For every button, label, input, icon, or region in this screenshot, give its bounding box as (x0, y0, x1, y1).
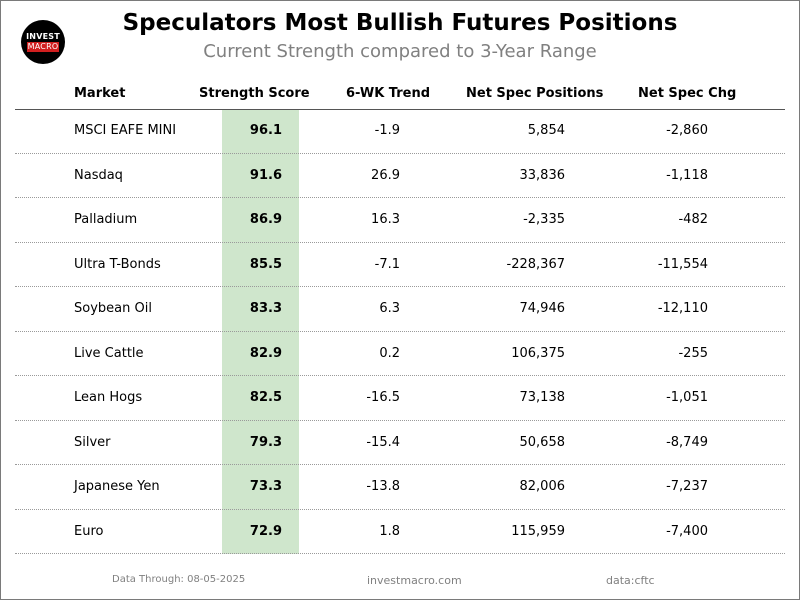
cell-net-spec-positions: -2,335 (523, 212, 565, 227)
cell-net-spec-positions: 5,854 (527, 123, 565, 138)
table-row: Live Cattle 82.9 0.2 106,375 -255 (0, 332, 800, 376)
table-row: Palladium 86.9 16.3 -2,335 -482 (0, 198, 800, 243)
cell-net-spec-positions: 50,658 (519, 434, 566, 450)
row-divider (15, 286, 785, 287)
table-row: Lean Hogs 82.5 -16.5 73,138 -1,051 (0, 376, 800, 421)
cell-market: Euro (74, 523, 104, 539)
cell-strength-score: 73.3 (249, 479, 282, 494)
header-net-spec-chg: Net Spec Chg (638, 86, 737, 101)
row-divider (15, 375, 785, 376)
row-divider (15, 330, 785, 332)
cell-strength-score: 96.1 (249, 123, 282, 138)
row-divider (15, 419, 785, 421)
header-strength-score: Strength Score (199, 86, 310, 101)
cell-market: Nasdaq (74, 167, 123, 183)
cell-net-spec-chg: -8,749 (666, 434, 708, 450)
header-rule (15, 109, 785, 110)
cell-net-spec-positions: 33,836 (519, 167, 566, 183)
cell-strength-score: 82.9 (249, 345, 282, 361)
cell-6wk-trend: 6.3 (379, 301, 400, 316)
logo-line-macro: MACRO (26, 42, 60, 52)
cell-market: Silver (74, 434, 111, 450)
cell-6wk-trend: 16.3 (371, 212, 400, 227)
cell-net-spec-positions: 82,006 (519, 479, 566, 494)
cell-net-spec-chg: -2,860 (666, 123, 708, 138)
cell-strength-score: 82.5 (249, 390, 282, 405)
header-market: Market (74, 86, 126, 101)
cell-net-spec-positions: 73,138 (519, 390, 566, 405)
cell-strength-score: 83.3 (249, 301, 282, 316)
cell-6wk-trend: 0.2 (379, 345, 400, 361)
table-row: Japanese Yen 73.3 -13.8 82,006 -7,237 (0, 465, 800, 510)
cell-strength-score: 86.9 (249, 212, 282, 227)
table-row: Nasdaq 91.6 26.9 33,836 -1,118 (0, 154, 800, 198)
row-divider (15, 241, 785, 243)
cell-strength-score: 91.6 (249, 167, 282, 183)
cell-market: Soybean Oil (74, 301, 152, 316)
cell-net-spec-chg: -1,051 (666, 390, 708, 405)
cell-6wk-trend: -13.8 (366, 479, 400, 494)
row-divider (15, 464, 785, 465)
cell-6wk-trend: -16.5 (366, 390, 400, 405)
cell-net-spec-chg: -1,118 (666, 167, 708, 183)
cell-market: Live Cattle (74, 345, 144, 361)
cell-6wk-trend: 26.9 (371, 167, 400, 183)
footer-date: Data Through: 08-05-2025 (112, 574, 246, 585)
cell-net-spec-chg: -255 (678, 345, 708, 361)
row-divider (15, 508, 785, 510)
header-6wk-trend: 6-WK Trend (346, 86, 431, 101)
chart-subtitle: Current Strength compared to 3-Year Rang… (203, 41, 597, 62)
invest-macro-logo: INVEST MACRO (21, 20, 65, 64)
cell-net-spec-chg: -12,110 (657, 301, 708, 316)
chart-title: Speculators Most Bullish Futures Positio… (122, 10, 678, 36)
cell-market: Japanese Yen (74, 479, 160, 494)
cell-net-spec-positions: 106,375 (511, 345, 565, 361)
footer-source: data:cftc (606, 574, 655, 587)
cell-market: Lean Hogs (74, 390, 143, 405)
strength-score-highlight (222, 109, 299, 554)
cell-6wk-trend: -7.1 (374, 256, 400, 272)
cell-net-spec-positions: -228,367 (506, 256, 565, 272)
table-row: Ultra T-Bonds 85.5 -7.1 -228,367 -11,554 (0, 243, 800, 287)
cell-strength-score: 85.5 (249, 256, 282, 272)
cell-market: Ultra T-Bonds (74, 256, 161, 272)
cell-market: Palladium (74, 212, 138, 227)
cell-6wk-trend: 1.8 (379, 523, 400, 539)
cell-net-spec-chg: -11,554 (657, 256, 708, 272)
table-row: Euro 72.9 1.8 115,959 -7,400 (0, 510, 800, 554)
cell-6wk-trend: -1.9 (374, 123, 400, 138)
cell-net-spec-chg: -482 (678, 212, 708, 227)
row-divider (15, 152, 785, 154)
cell-net-spec-chg: -7,400 (666, 523, 708, 539)
table-row: Silver 79.3 -15.4 50,658 -8,749 (0, 421, 800, 465)
cell-net-spec-positions: 115,959 (511, 523, 565, 539)
cell-strength-score: 79.3 (249, 434, 282, 450)
row-divider (15, 197, 785, 198)
cell-net-spec-positions: 74,946 (519, 301, 566, 316)
cell-strength-score: 72.9 (249, 523, 282, 539)
footer-site: investmacro.com (367, 574, 462, 587)
table-row: Soybean Oil 83.3 6.3 74,946 -12,110 (0, 287, 800, 332)
logo-line-invest: INVEST (26, 32, 60, 41)
cell-6wk-trend: -15.4 (366, 434, 400, 450)
cell-market: MSCI EAFE MINI (74, 123, 177, 138)
cell-net-spec-chg: -7,237 (666, 479, 708, 494)
table-row: MSCI EAFE MINI 96.1 -1.9 5,854 -2,860 (0, 109, 800, 154)
header-net-spec-positions: Net Spec Positions (466, 86, 604, 101)
row-divider (15, 553, 785, 554)
